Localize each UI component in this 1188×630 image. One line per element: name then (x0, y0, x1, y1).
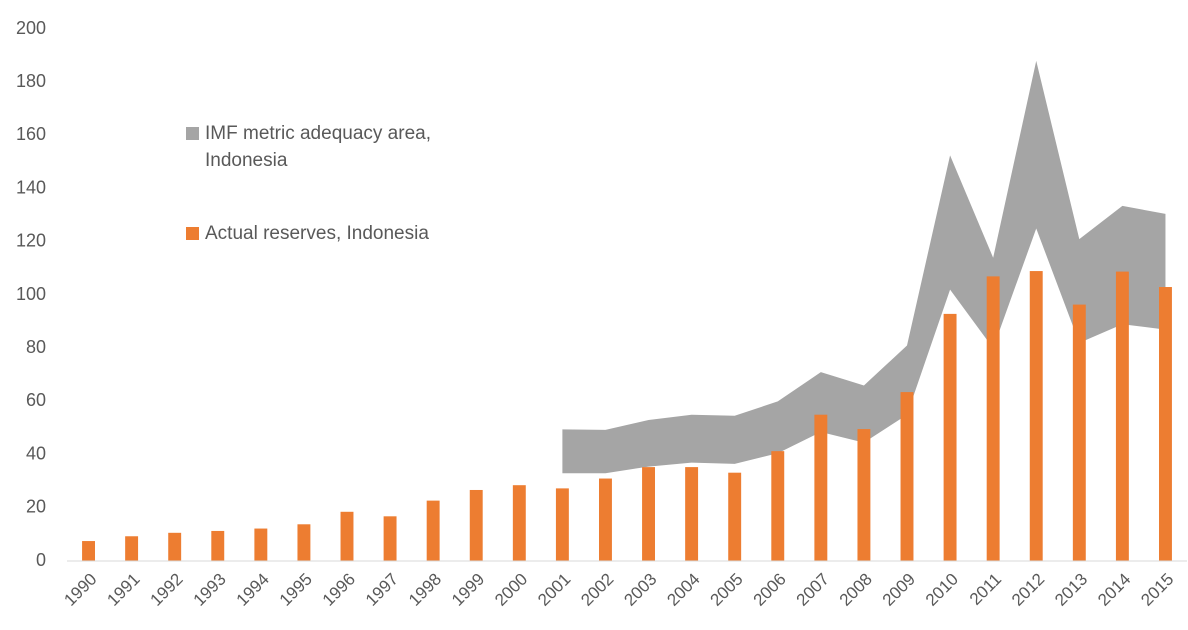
x-tick-label: 1993 (190, 570, 230, 610)
y-tick-label: 40 (26, 443, 46, 463)
y-tick-label: 200 (16, 18, 46, 38)
bar (857, 429, 871, 561)
x-tick-label: 2007 (793, 570, 833, 610)
legend-label: Actual reserves, Indonesia (205, 223, 429, 244)
legend-label: IMF metric adequacy area, Indonesia (205, 123, 431, 171)
y-tick-label: 20 (26, 497, 46, 517)
y-tick-label: 160 (16, 124, 46, 144)
x-tick-label: 2001 (534, 570, 574, 610)
x-tick-label: 2011 (966, 570, 1005, 609)
bar (340, 511, 354, 561)
x-tick-label: 2014 (1094, 570, 1134, 610)
x-tick-label: 2010 (922, 570, 962, 610)
bar (1159, 287, 1172, 561)
legend-swatch (186, 227, 199, 240)
x-tick-label: 1995 (276, 570, 316, 610)
y-tick-label: 140 (16, 177, 46, 197)
bar (383, 516, 397, 561)
x-tick-label: 2002 (577, 570, 617, 610)
bar (943, 313, 957, 561)
x-tick-label: 1992 (147, 570, 187, 610)
bar (771, 451, 785, 561)
x-tick-label: 2012 (1008, 570, 1048, 610)
bar (555, 488, 569, 561)
x-tick-label: 2006 (750, 570, 790, 610)
y-tick-label: 60 (26, 390, 46, 410)
x-tick-label: 1997 (362, 570, 402, 610)
x-tick-label: 1994 (233, 570, 273, 610)
bar (426, 500, 440, 561)
x-tick-label: 1991 (103, 570, 143, 610)
y-tick-label: 80 (26, 337, 46, 357)
bar (1072, 304, 1086, 561)
bar (512, 485, 526, 561)
x-tick-label: 1990 (60, 570, 100, 610)
bar (297, 524, 311, 561)
legend-entry: Actual reserves, Indonesia (186, 220, 505, 247)
legend-swatch (186, 127, 199, 140)
bar (814, 414, 828, 561)
x-tick-label: 2009 (879, 570, 919, 610)
legend-entry: IMF metric adequacy area, Indonesia (186, 120, 495, 174)
y-tick-label: 100 (16, 284, 46, 304)
y-tick-label: 180 (16, 71, 46, 91)
x-tick-label: 2004 (663, 570, 703, 610)
bar (900, 392, 914, 561)
x-tick-label: 1996 (319, 570, 359, 610)
x-tick-label: 2013 (1051, 570, 1091, 610)
x-tick-label: 2000 (491, 570, 531, 610)
bar (1115, 271, 1129, 561)
x-tick-label: 1999 (448, 570, 488, 610)
bar (685, 467, 699, 561)
bar (986, 276, 1000, 561)
bar (642, 467, 655, 561)
bar (82, 541, 95, 561)
x-tick-label: 2008 (836, 570, 876, 610)
y-tick-label: 0 (36, 550, 46, 570)
x-tick-label: 2015 (1137, 570, 1177, 610)
x-tick-label: 1998 (405, 570, 445, 610)
bar (211, 530, 225, 561)
bar (125, 536, 139, 561)
bar (728, 472, 742, 561)
x-tick-label: 2003 (620, 570, 660, 610)
bar (599, 478, 612, 561)
bar (168, 532, 182, 561)
bar (254, 528, 268, 561)
y-tick-label: 120 (16, 231, 46, 251)
band-area (562, 60, 1166, 474)
bar (469, 489, 483, 561)
bar (1029, 271, 1043, 561)
x-tick-label: 2005 (707, 570, 747, 610)
